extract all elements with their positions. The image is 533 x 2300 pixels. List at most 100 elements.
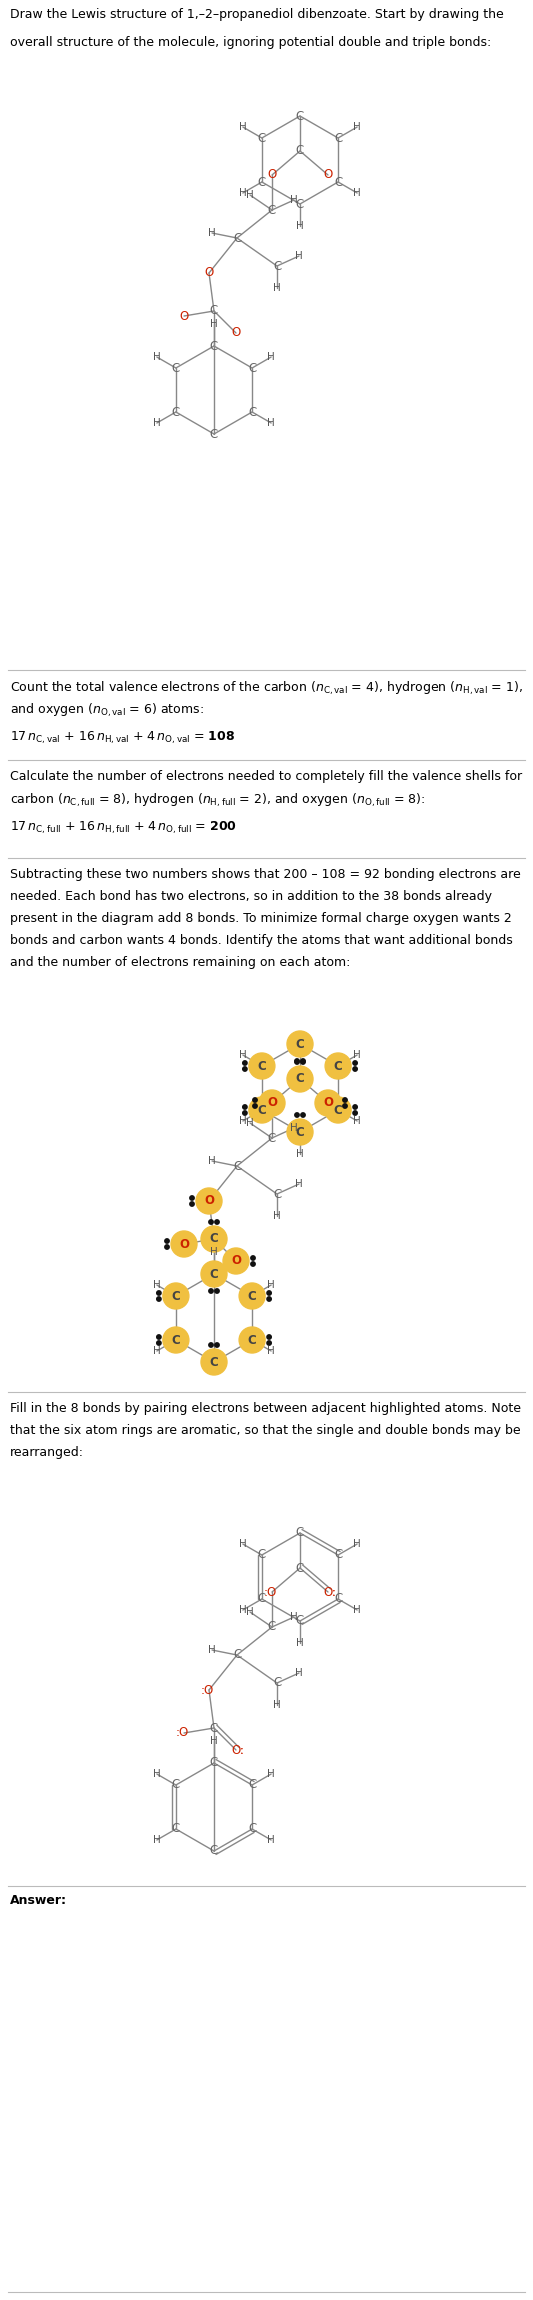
Text: H: H [353, 1051, 361, 1060]
Text: :O: :O [263, 1585, 277, 1598]
Text: Fill in the 8 bonds by pairing electrons between adjacent highlighted atoms. Not: Fill in the 8 bonds by pairing electrons… [10, 1403, 521, 1414]
Text: H: H [210, 320, 218, 329]
Text: C: C [273, 1677, 281, 1690]
Text: H: H [290, 1122, 298, 1134]
Circle shape [249, 1097, 275, 1122]
Text: H: H [246, 191, 254, 200]
Circle shape [163, 1327, 189, 1352]
Text: H: H [295, 251, 303, 260]
Circle shape [157, 1334, 161, 1339]
Circle shape [251, 1263, 255, 1267]
Text: C: C [172, 361, 180, 375]
Text: H: H [239, 1116, 247, 1127]
Circle shape [215, 1219, 219, 1224]
Text: C: C [233, 1159, 241, 1173]
Text: O: O [268, 168, 277, 182]
Text: C: C [248, 1290, 256, 1302]
Text: C: C [210, 428, 218, 442]
Text: C: C [210, 1720, 218, 1734]
Text: C: C [334, 1060, 343, 1072]
Circle shape [157, 1341, 161, 1345]
Text: :O: :O [175, 1727, 189, 1739]
Text: C: C [257, 1060, 266, 1072]
Text: C: C [258, 131, 266, 145]
Circle shape [267, 1334, 271, 1339]
Text: C: C [258, 175, 266, 189]
Text: C: C [233, 232, 241, 244]
Circle shape [287, 1120, 313, 1145]
Text: H: H [153, 352, 161, 361]
Circle shape [243, 1111, 247, 1115]
Text: H: H [267, 1346, 275, 1357]
Text: H: H [208, 1644, 216, 1656]
Circle shape [171, 1230, 197, 1258]
Text: H: H [239, 189, 247, 198]
Text: C: C [210, 304, 218, 317]
Text: C: C [273, 260, 281, 271]
Text: H: H [153, 1769, 161, 1778]
Circle shape [301, 1113, 305, 1118]
Circle shape [165, 1240, 169, 1244]
Text: C: C [334, 1592, 342, 1605]
Text: H: H [267, 419, 275, 428]
Text: C: C [296, 1615, 304, 1628]
Circle shape [239, 1327, 265, 1352]
Text: H: H [295, 1180, 303, 1189]
Circle shape [209, 1343, 213, 1348]
Text: overall structure of the molecule, ignoring potential double and triple bonds:: overall structure of the molecule, ignor… [10, 37, 491, 48]
Text: C: C [268, 1622, 276, 1633]
Circle shape [295, 1058, 299, 1063]
Text: C: C [172, 1290, 180, 1302]
Circle shape [157, 1290, 161, 1295]
Text: C: C [233, 1649, 241, 1661]
Text: C: C [258, 1548, 266, 1562]
Circle shape [165, 1244, 169, 1249]
Text: H: H [239, 122, 247, 131]
Circle shape [315, 1090, 341, 1116]
Text: Oː: Oː [324, 1585, 337, 1598]
Circle shape [243, 1067, 247, 1072]
Text: C: C [172, 1778, 180, 1792]
Text: H: H [208, 1157, 216, 1166]
Text: H: H [153, 1835, 161, 1845]
Text: H: H [210, 1736, 218, 1746]
Text: C: C [209, 1267, 219, 1281]
Circle shape [353, 1111, 357, 1115]
Text: H: H [246, 1608, 254, 1617]
Text: Count the total valence electrons of the carbon ($n_\mathrm{C,val}$ = 4), hydrog: Count the total valence electrons of the… [10, 681, 523, 697]
Circle shape [190, 1196, 194, 1201]
Text: C: C [248, 1822, 256, 1835]
Text: C: C [172, 1822, 180, 1835]
Text: H: H [296, 1638, 304, 1649]
Text: present in the diagram add 8 bonds. To minimize formal charge oxygen wants 2: present in the diagram add 8 bonds. To m… [10, 913, 512, 925]
Circle shape [253, 1104, 257, 1109]
Circle shape [267, 1297, 271, 1302]
Text: H: H [290, 1612, 298, 1622]
Text: and the number of electrons remaining on each atom:: and the number of electrons remaining on… [10, 957, 350, 968]
Text: H: H [296, 221, 304, 230]
Text: :O: :O [200, 1684, 214, 1697]
Text: Draw the Lewis structure of 1,–2–propanediol dibenzoate. Start by drawing the: Draw the Lewis structure of 1,–2–propane… [10, 7, 504, 21]
Text: H: H [153, 1281, 161, 1290]
Text: $17\,n_\mathrm{C,full}$ + $16\,n_\mathrm{H,full}$ + $4\,n_\mathrm{O,full}$ = $\m: $17\,n_\mathrm{C,full}$ + $16\,n_\mathrm… [10, 821, 237, 837]
Text: C: C [334, 1104, 343, 1116]
Circle shape [209, 1288, 213, 1293]
Circle shape [267, 1290, 271, 1295]
Text: C: C [296, 110, 304, 122]
Text: C: C [248, 361, 256, 375]
Circle shape [267, 1341, 271, 1345]
Text: H: H [273, 283, 281, 292]
Circle shape [239, 1283, 265, 1309]
Text: H: H [273, 1212, 281, 1221]
Circle shape [295, 1113, 299, 1118]
Text: C: C [172, 1334, 180, 1346]
Text: O: O [180, 310, 189, 322]
Circle shape [249, 1053, 275, 1079]
Text: C: C [257, 1104, 266, 1116]
Circle shape [201, 1226, 227, 1251]
Text: C: C [296, 1125, 304, 1138]
Text: H: H [239, 1051, 247, 1060]
Text: H: H [267, 1835, 275, 1845]
Text: Calculate the number of electrons needed to completely fill the valence shells f: Calculate the number of electrons needed… [10, 770, 522, 782]
Text: C: C [210, 1845, 218, 1858]
